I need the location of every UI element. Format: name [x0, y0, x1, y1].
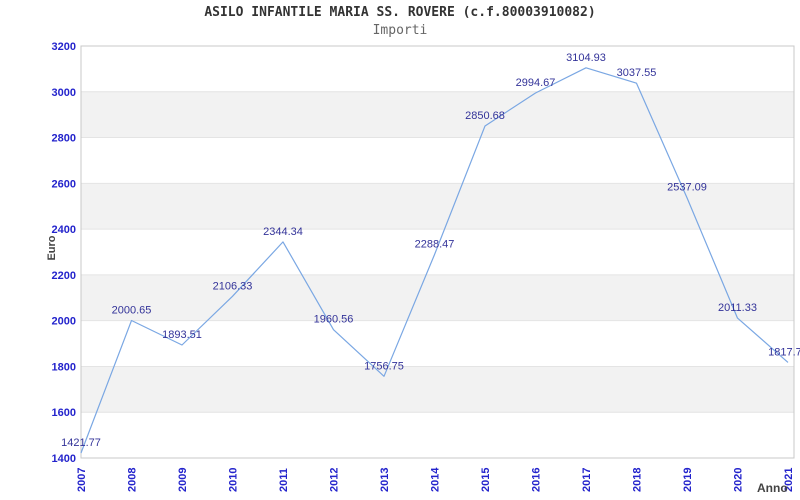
- y-axis-tick-label: 2800: [52, 133, 76, 145]
- y-axis-title: Euro: [46, 235, 58, 260]
- data-point-label: 2994.67: [516, 77, 556, 89]
- data-point-label: 2000.65: [112, 305, 152, 317]
- plot-border: [80, 45, 795, 459]
- chart-subtitle: Importi: [372, 23, 428, 38]
- chart-title: ASILO INFANTILE MARIA SS. ROVERE (c.f.80…: [204, 5, 596, 20]
- plot-band: [81, 274, 794, 321]
- plot-band: [81, 91, 794, 138]
- x-axis-tick-label: 2018: [632, 468, 644, 492]
- data-point-label: 2537.09: [667, 182, 707, 194]
- data-point-label: 2106.33: [213, 280, 253, 292]
- x-axis-tick-label: 2009: [177, 468, 189, 492]
- y-axis-tick-label: 2200: [52, 270, 76, 282]
- y-axis-tick-label: 3000: [52, 87, 76, 99]
- x-axis-tick-label: 2019: [682, 468, 694, 492]
- x-axis-tick-label: 2013: [379, 468, 391, 492]
- x-axis-tick-label: 2008: [127, 468, 139, 492]
- data-point-label: 2288.47: [415, 239, 455, 251]
- x-axis-tick-label: 2011: [278, 468, 290, 492]
- x-axis-title: Anno: [757, 481, 788, 495]
- plot-band: [81, 366, 794, 413]
- x-axis-tick-label: 2020: [733, 468, 745, 492]
- data-point-label: 1756.75: [364, 360, 404, 372]
- y-axis-tick-label: 1400: [52, 453, 76, 465]
- data-point-label: 1960.56: [314, 314, 354, 326]
- x-axis-tick-label: 2007: [76, 468, 88, 492]
- x-axis-tick-label: 2010: [228, 468, 240, 492]
- data-series-line: [80, 67, 789, 454]
- x-axis-tick-label: 2016: [531, 468, 543, 492]
- y-axis-tick-label: 2400: [52, 224, 76, 236]
- plot-band: [81, 183, 794, 230]
- y-axis-tick-label: 3200: [52, 41, 76, 53]
- data-point-label: 3104.93: [566, 52, 606, 64]
- y-axis-tick-label: 1800: [52, 361, 76, 373]
- data-point-label: 1893.51: [162, 329, 202, 341]
- y-axis-tick-label: 2600: [52, 178, 76, 190]
- x-axis-tick-label: 2012: [329, 468, 341, 492]
- data-point-label: 2011.33: [718, 302, 757, 314]
- data-point-label: 1817.77: [768, 346, 800, 358]
- x-axis-tick-label: 2017: [581, 468, 593, 492]
- data-point-label: 1421.77: [61, 437, 101, 449]
- x-axis-tick-label: 2014: [430, 467, 442, 492]
- data-point-label: 2344.34: [263, 226, 303, 238]
- y-axis-tick-label: 1600: [52, 407, 76, 419]
- y-axis-tick-label: 2000: [52, 316, 76, 328]
- x-axis-tick-label: 2021: [783, 468, 795, 492]
- data-point-label: 2850.68: [465, 110, 505, 122]
- data-point-label: 3037.55: [617, 67, 657, 79]
- x-axis-tick-label: 2015: [480, 468, 492, 492]
